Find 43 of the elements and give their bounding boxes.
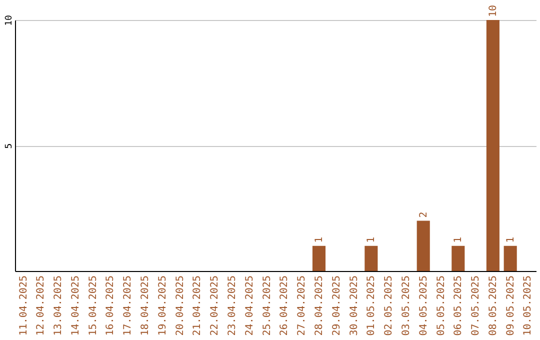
x-tick-label: 27.04.2025: [296, 276, 308, 336]
x-tick-label: 13.04.2025: [53, 276, 64, 336]
x-tick-label: 17.04.2025: [122, 276, 134, 336]
bar: [416, 220, 430, 271]
x-tick-label: 08.05.2025: [488, 276, 499, 336]
x-tick-label: 19.04.2025: [157, 276, 168, 336]
x-tick-label: 10.05.2025: [522, 276, 534, 336]
x-tick-label: 28.04.2025: [314, 276, 325, 336]
x-tick-label: 03.05.2025: [400, 276, 412, 336]
bar: [486, 20, 500, 271]
x-tick-label: 18.04.2025: [140, 276, 152, 336]
x-tick-label: 15.04.2025: [88, 276, 99, 336]
x-tick-label: 26.04.2025: [279, 276, 290, 336]
x-tick-label: 16.04.2025: [105, 276, 116, 336]
x-tick-label: 20.04.2025: [174, 276, 186, 336]
y-tick-label: 5: [4, 143, 14, 149]
x-tick-label: 29.04.2025: [331, 276, 342, 336]
bar: [312, 246, 326, 271]
x-tick-label: 22.04.2025: [210, 276, 221, 336]
x-tick-label: 21.04.2025: [192, 276, 204, 336]
bar: [504, 246, 517, 271]
x-tick-label: 24.04.2025: [244, 276, 256, 336]
x-tick-label: 09.05.2025: [505, 276, 516, 336]
x-tick-label: 07.05.2025: [470, 276, 482, 336]
data-label: 1: [453, 236, 464, 243]
x-tick-label: 04.05.2025: [418, 276, 430, 336]
x-tick-label: 25.04.2025: [262, 276, 273, 336]
x-tick-label: 02.05.2025: [384, 276, 395, 336]
data-label: 1: [314, 236, 325, 243]
bar: [452, 246, 465, 271]
bar: [364, 246, 378, 271]
x-tick-label: 05.05.2025: [436, 276, 447, 336]
x-tick-label: 11.04.2025: [18, 276, 30, 336]
x-tick-label: 12.04.2025: [36, 276, 47, 336]
data-label: 2: [418, 212, 430, 218]
x-tick-label: 14.04.2025: [70, 276, 82, 336]
data-label: 10: [488, 4, 499, 17]
x-tick-label: 06.05.2025: [453, 276, 464, 336]
x-tick-label: 30.04.2025: [348, 276, 360, 336]
data-label: 1: [366, 236, 378, 243]
data-label: 1: [505, 236, 516, 243]
x-tick-label: 23.04.2025: [227, 276, 238, 336]
x-tick-label: 01.05.2025: [366, 276, 378, 336]
